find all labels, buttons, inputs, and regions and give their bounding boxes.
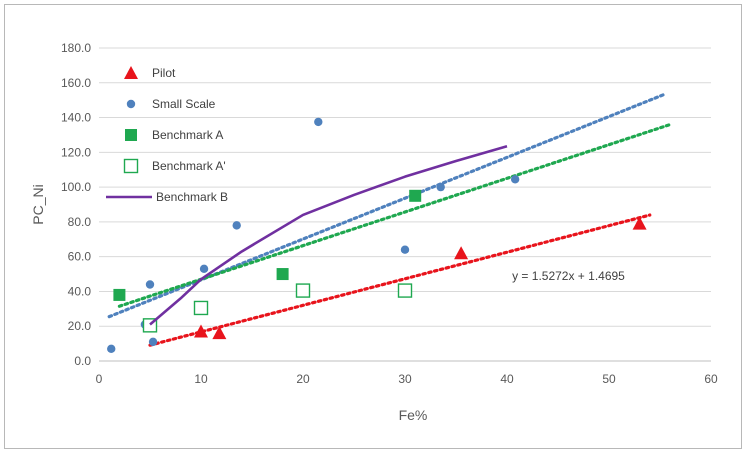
y-tick-label: 20.0 (68, 319, 92, 333)
small-scale-point (148, 337, 158, 347)
pilot-point (632, 216, 647, 230)
x-tick-label: 0 (96, 372, 103, 386)
legend-benchmark-a-label: Benchmark A (152, 128, 223, 142)
legend-benchmark-a-swatch (123, 158, 139, 174)
legend-small-scale-swatch (126, 99, 136, 109)
pilot-point (212, 326, 227, 340)
y-tick-label: 60.0 (68, 250, 92, 264)
benchmark-a-point (397, 283, 413, 298)
x-tick-label: 50 (602, 372, 616, 386)
y-axis-title: PC_Ni (30, 184, 46, 224)
legend-pilot-label: Pilot (152, 66, 176, 80)
legend-benchmark-b-label: Benchmark B (156, 190, 228, 204)
x-tick-label: 30 (398, 372, 412, 386)
legend-benchmark-a-label: Benchmark A' (152, 159, 226, 173)
benchmark-a-point (295, 283, 311, 298)
chart-svg: 0.0 20.0 40.0 60.0 80.0 100.0 120.0 140.0 160.0 1… (30, 41, 718, 423)
x-axis-title: Fe% (399, 407, 428, 423)
small-scale-point (314, 117, 323, 127)
chart-frame: 0.0 20.0 40.0 60.0 80.0 100.0 120.0 140.0 160.0 1… (4, 4, 742, 449)
y-tick-label: 160.0 (61, 76, 91, 90)
y-tick-label: 100.0 (61, 180, 91, 194)
x-tick-label: 40 (500, 372, 514, 386)
y-tick-label: 140.0 (61, 111, 91, 125)
small-scale-point (199, 264, 209, 274)
y-tick-label: 80.0 (68, 215, 92, 229)
small-scale-point (400, 245, 410, 254)
benchmark-a-point (193, 300, 209, 316)
small-scale-point (107, 344, 116, 354)
pilot-point (194, 324, 208, 338)
legend-small-scale-label: Small Scale (152, 97, 216, 111)
small-scale-point (145, 280, 155, 289)
legend-benchmark-a-swatch (125, 129, 137, 141)
pilot-trendline (148, 213, 652, 347)
legend-pilot-swatch (124, 66, 138, 79)
small-scale-point (436, 182, 445, 192)
trendline-equation: y = 1.5272x + 1.4695 (512, 269, 625, 283)
y-tick-label: 0.0 (74, 354, 91, 368)
benchmark-a-point (409, 189, 422, 202)
y-tick-label: 120.0 (61, 145, 91, 159)
y-tick-label: 40.0 (68, 284, 92, 298)
small-scale-point (510, 175, 520, 184)
x-tick-label: 10 (194, 372, 208, 386)
benchmark-a-trendline (117, 122, 672, 308)
benchmark-b-line (149, 144, 508, 326)
x-tick-label: 20 (296, 372, 310, 386)
small-scale-point (232, 221, 241, 230)
benchmark-a-point (113, 288, 126, 301)
x-tick-label: 60 (704, 372, 718, 386)
benchmark-a-point (276, 268, 289, 281)
y-tick-label: 180.0 (61, 41, 91, 55)
pilot-point (454, 246, 469, 260)
